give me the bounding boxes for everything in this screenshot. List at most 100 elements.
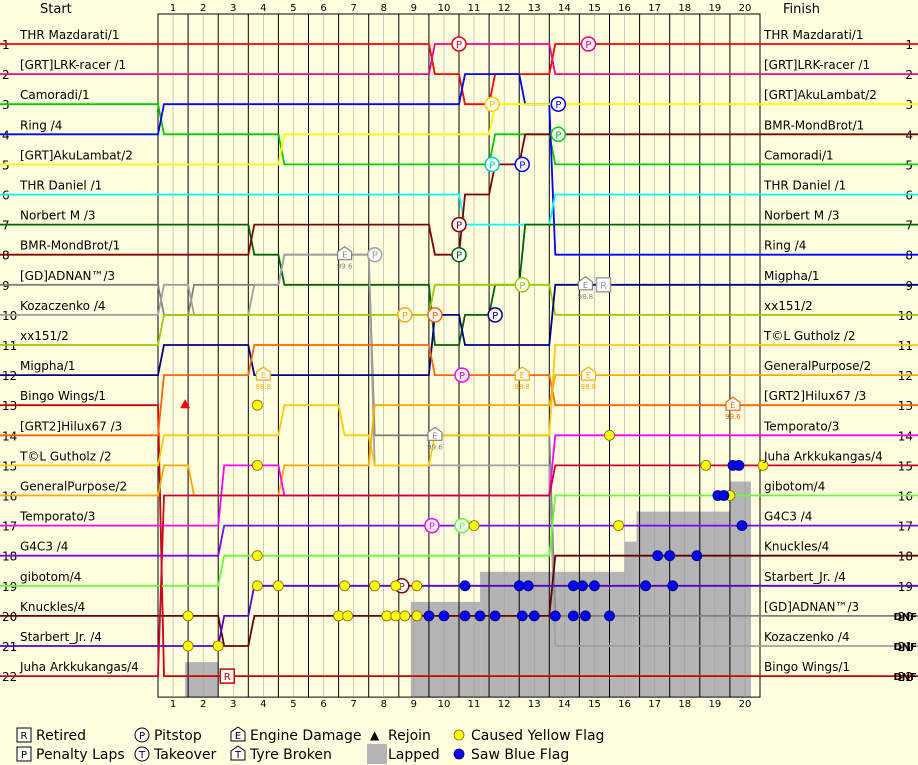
yellow-flag-marker <box>700 459 712 471</box>
position-number-right: 22 <box>898 670 913 684</box>
start-driver-label: Temporato/3 <box>19 510 95 524</box>
engine-damage-letter: E <box>586 371 591 380</box>
pitstop-marker-letter: P <box>372 251 378 262</box>
start-driver-label: THR Mazdarati/1 <box>19 28 120 42</box>
position-number-left: 16 <box>2 490 17 504</box>
blue-flag-marker <box>423 610 435 622</box>
lap-label-top: 4 <box>260 3 266 14</box>
pitstop-marker <box>580 36 597 52</box>
position-number-left: 5 <box>2 158 10 172</box>
yellow-flag-marker <box>212 640 224 652</box>
legend-icon-letter: T <box>234 750 242 761</box>
blue-flag-marker <box>604 610 615 622</box>
position-number-right: 10 <box>898 309 913 323</box>
engine-damage-marker <box>427 426 443 441</box>
start-driver-label: Juha Arkkukangas/4 <box>19 660 139 674</box>
pitstop-marker <box>484 96 500 112</box>
blue-flag-marker <box>459 580 471 592</box>
start-driver-label: [GRT]LRK-racer /1 <box>20 58 126 72</box>
start-header: Start <box>40 2 72 17</box>
yellow-flag-marker <box>390 580 402 592</box>
position-number-right: 1 <box>905 38 913 52</box>
blue-flag-marker <box>736 520 748 531</box>
lapped-block <box>636 511 730 698</box>
lap-label-top: 12 <box>498 3 511 14</box>
lap-label-top: 9 <box>411 3 417 14</box>
legend-label: Lapped <box>388 747 440 763</box>
start-driver-label: Knuckles/4 <box>20 600 85 614</box>
series-line <box>0 43 918 106</box>
yellow-flag-marker <box>399 610 411 622</box>
engine-damage-letter: E <box>730 401 735 410</box>
position-number-left: 1 <box>2 38 10 52</box>
pitstop-marker <box>514 156 530 173</box>
finish-driver-label: Norbert M /3 <box>764 209 840 223</box>
position-number-right: 6 <box>905 189 913 203</box>
lap-label-bottom: 16 <box>618 699 631 710</box>
finish-driver-label: xx151/2 <box>764 299 813 313</box>
finish-driver-label: Starbert_Jr. /4 <box>764 570 846 584</box>
start-driver-label: Camoradi/1 <box>20 88 90 102</box>
position-number-right: 11 <box>898 339 913 353</box>
pitstop-marker-letter: P <box>555 130 561 141</box>
lap-label-bottom: 20 <box>739 699 752 710</box>
pitstop-marker <box>550 126 567 143</box>
lap-label-top: 10 <box>438 3 451 14</box>
start-driver-label: T©L Gutholz /2 <box>19 449 112 463</box>
lap-label-bottom: 14 <box>558 699 571 710</box>
lap-label-top: 3 <box>230 3 236 14</box>
series-line <box>0 464 918 677</box>
yellow-flag-marker <box>411 610 423 622</box>
pitstop-marker <box>484 156 500 173</box>
legend: R Retired P Penalty Laps P Pitstop T Takeover E E… <box>16 726 604 764</box>
pitstop-marker-letter: P <box>459 522 465 533</box>
series-line <box>0 103 918 166</box>
lap-label-top: 11 <box>468 3 481 14</box>
legend-label: Engine Damage <box>250 728 362 744</box>
legend-label: Retired <box>36 728 86 744</box>
yellow-flag-marker <box>369 580 381 592</box>
position-number-right: 19 <box>898 580 913 594</box>
yellow-flag-marker <box>251 580 263 592</box>
blue-flag-marker <box>589 580 600 592</box>
lap-label-bottom: 17 <box>648 699 661 710</box>
pitstop-marker-letter: P <box>489 160 495 171</box>
lap-label-top: 19 <box>708 3 721 14</box>
lap-label-top: 13 <box>528 3 541 14</box>
position-number-right: 15 <box>898 459 913 473</box>
position-number-right: 2 <box>905 68 913 82</box>
finish-header: Finish <box>783 2 820 17</box>
position-number-left: 19 <box>2 580 17 594</box>
blue-flag-marker <box>489 610 501 622</box>
pitstop-marker <box>424 517 440 534</box>
pitstop-marker <box>487 307 503 323</box>
engine-damage-marker <box>725 396 741 411</box>
pitstop-marker-letter: P <box>402 311 408 322</box>
lap-label-top: 5 <box>290 3 296 14</box>
position-number-right: 9 <box>905 279 913 293</box>
finish-driver-label: THR Daniel /1 <box>763 179 846 193</box>
position-number-left: 12 <box>2 369 17 383</box>
finish-driver-label: Knuckles/4 <box>764 540 829 554</box>
blue-flag-marker <box>664 550 676 562</box>
start-driver-label: THR Daniel /1 <box>19 179 102 193</box>
start-driver-label: [GRT]AkuLambat/2 <box>20 148 133 162</box>
yellow-flag-marker <box>251 550 263 562</box>
series-line <box>0 283 918 377</box>
legend-label: Rejoin <box>388 728 431 744</box>
position-number-left: 17 <box>2 520 17 534</box>
start-driver-label: G4C3 /4 <box>20 540 68 554</box>
legend-icon-letter: P <box>139 731 145 742</box>
pitstop-marker-letter: P <box>489 100 495 111</box>
retired-letter: R <box>224 672 231 683</box>
position-number-left: 15 <box>2 459 17 473</box>
lap-label-bottom: 8 <box>381 699 387 710</box>
pitstop-marker <box>514 277 530 293</box>
position-number-left: 18 <box>2 550 17 564</box>
position-number-right: 20 <box>898 610 913 624</box>
lapped-block <box>185 662 219 698</box>
position-number-left: 8 <box>2 249 10 263</box>
engine-damage-marker <box>577 276 594 291</box>
position-number-left: 9 <box>2 279 10 293</box>
yellow-flag-marker <box>342 610 354 622</box>
